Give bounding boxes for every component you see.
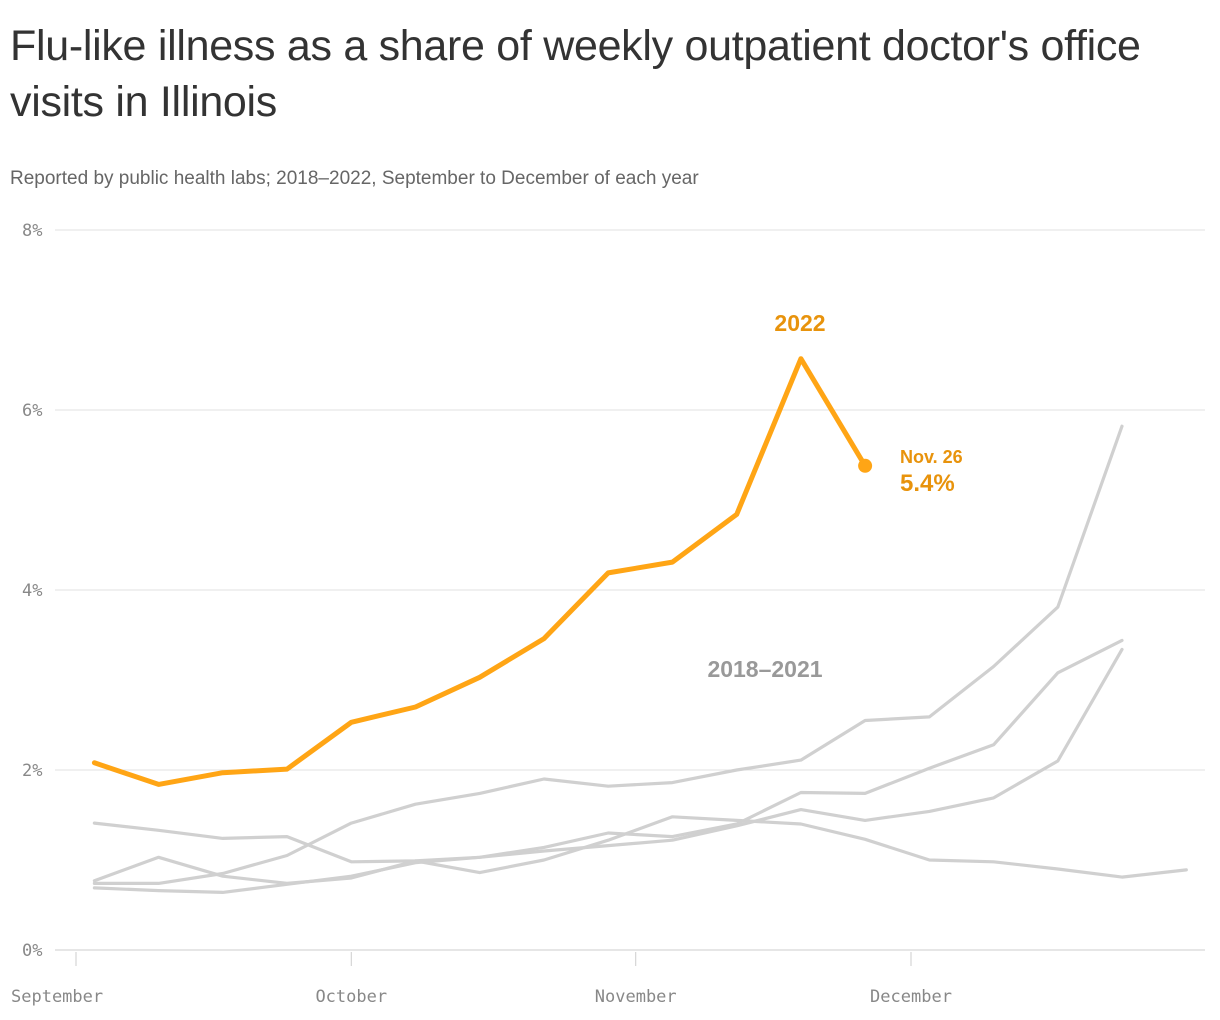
last-point-marker — [858, 458, 873, 473]
series-past-line-3 — [92, 424, 1124, 886]
series-past-line-4 — [92, 638, 1124, 895]
chart-subtitle: Reported by public health labs; 2018–202… — [10, 168, 699, 189]
x-tick-label: November — [595, 987, 677, 1007]
x-tick-label: October — [315, 987, 387, 1007]
series-2022-label: 2022 — [774, 310, 825, 336]
series-past-line-2 — [92, 815, 1188, 886]
last-point-value: 5.4% — [900, 470, 955, 497]
y-tick-label: 8% — [22, 221, 42, 241]
x-tick-label: September — [11, 987, 103, 1007]
y-tick-label: 2% — [22, 761, 42, 781]
chart-title: Flu-like illness as a share of weekly ou… — [10, 22, 1141, 126]
y-tick-label: 6% — [22, 401, 42, 421]
y-tick-label: 0% — [22, 941, 42, 961]
series-past-label: 2018–2021 — [707, 656, 822, 682]
last-point-date: Nov. 26 — [900, 447, 963, 467]
series-2022-line — [91, 356, 868, 787]
x-tick-label: December — [870, 987, 952, 1007]
series-past-line-1 — [92, 647, 1124, 864]
y-tick-label: 4% — [22, 581, 42, 601]
